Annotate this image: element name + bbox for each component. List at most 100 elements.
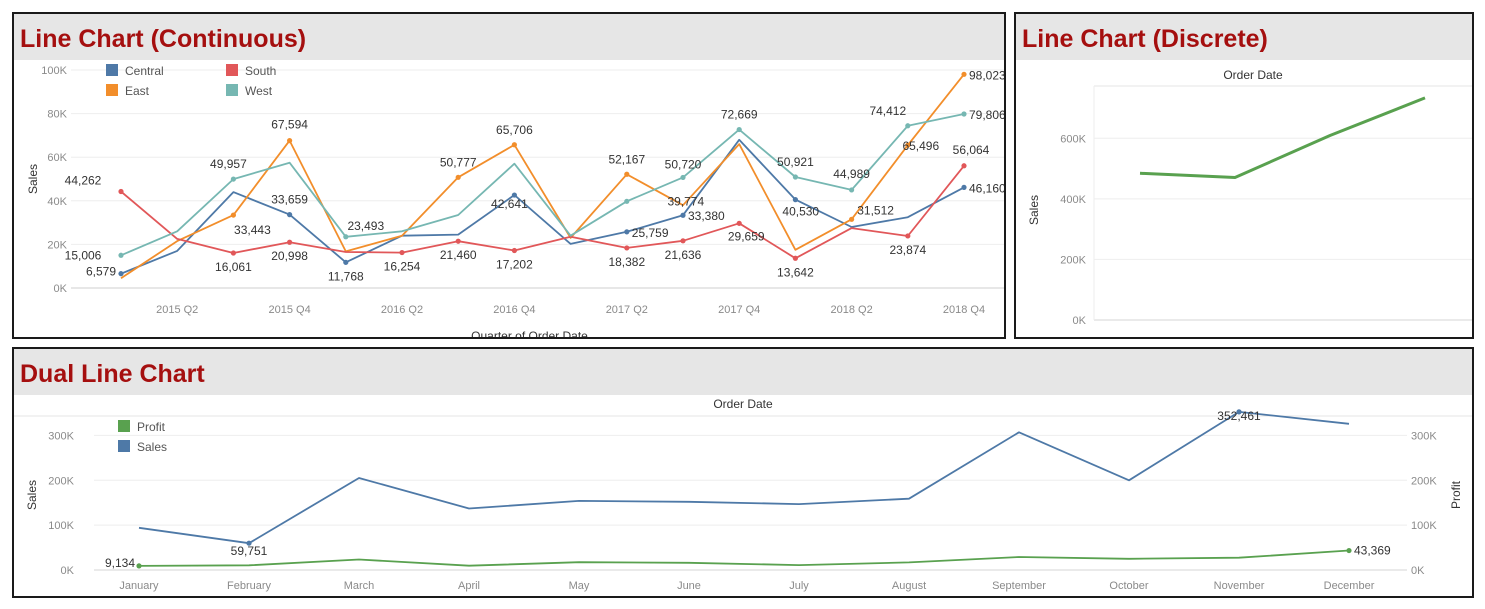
y-tick-label: 300K	[48, 430, 74, 442]
panel-discrete: Line Chart (Discrete) Order Date 0K 200K 40…	[1014, 12, 1474, 339]
data-label: 18,382	[608, 255, 645, 269]
y-tick-label: 40K	[47, 196, 67, 208]
data-point	[624, 229, 630, 235]
x-tick-label: July	[789, 580, 809, 592]
legend-swatch-central	[106, 64, 118, 76]
data-label: 21,636	[665, 248, 702, 262]
panel-title-discrete: Line Chart (Discrete)	[1016, 14, 1472, 60]
data-label: 9,134	[105, 556, 135, 570]
legend-swatch-east	[106, 84, 118, 96]
y-tick-label: 600K	[1060, 133, 1086, 145]
data-label: 44,989	[833, 167, 870, 181]
data-label: 16,254	[384, 260, 421, 274]
series-line-profit	[138, 549, 1350, 567]
data-point	[736, 220, 742, 226]
data-label: 72,669	[721, 108, 758, 122]
data-point	[736, 126, 742, 133]
panel-title-dual: Dual Line Chart	[14, 349, 1472, 395]
data-point	[230, 176, 236, 182]
y-tick-label: 100K	[48, 520, 74, 532]
data-point	[961, 184, 967, 190]
data-point	[905, 123, 911, 129]
y-tick-label: 0K	[54, 283, 68, 295]
data-label: 46,160	[969, 181, 1004, 195]
data-label: 33,443	[234, 223, 271, 237]
data-label: 21,460	[440, 248, 477, 262]
data-label: 98,023	[969, 68, 1004, 82]
data-point	[849, 216, 855, 222]
data-label: 15,006	[65, 248, 102, 262]
x-tick-label: 2018 Q4	[943, 304, 985, 316]
continuous-line-chart[interactable]: 0K 20K 40K 60K 80K 100K 2015 Q2 2015 Q4 2016 Q2 2…	[14, 60, 1004, 337]
series-line-south	[120, 165, 965, 260]
data-point	[230, 212, 236, 218]
data-point	[624, 198, 630, 204]
legend-swatch-west	[226, 84, 238, 96]
y2-tick-label: 300K	[1411, 430, 1437, 442]
data-label: 17,202	[496, 257, 533, 271]
series-line-east	[120, 73, 965, 279]
y-axis-title: Sales	[1027, 195, 1041, 225]
data-point	[680, 174, 686, 181]
y-tick-label: 0K	[61, 565, 75, 577]
dual-line-chart[interactable]: Order Date 0K 0K 100K 100K 200K 200K 300K 300K Ja…	[14, 395, 1472, 596]
data-label: 42,641	[491, 197, 528, 211]
x-tick-label: April	[458, 580, 480, 592]
series-line-sales	[1139, 96, 1426, 179]
data-label: 65,496	[902, 139, 939, 153]
data-point	[905, 233, 911, 239]
x-tick-label: June	[677, 580, 701, 592]
y-tick-label: 60K	[47, 152, 67, 164]
data-label: 33,659	[271, 193, 308, 207]
data-point	[118, 188, 124, 195]
panel-dual: Dual Line Chart Order Date 0K 0K 100K 100K 20…	[12, 347, 1474, 598]
data-label: 6,579	[86, 265, 116, 279]
x-axis-title: Quarter of Order Date	[471, 329, 588, 337]
y-tick-label: 80K	[47, 109, 67, 121]
y-axis-title: Sales	[25, 480, 39, 510]
data-label: 50,720	[665, 157, 702, 171]
data-point	[1236, 409, 1242, 415]
x-tick-label: February	[227, 580, 272, 592]
data-label: 50,777	[440, 155, 477, 169]
y-axis-title: Sales	[26, 164, 40, 194]
data-label: 23,874	[889, 243, 926, 257]
data-label: 65,706	[496, 123, 533, 137]
x-tick-label: October	[1109, 580, 1148, 592]
data-point	[792, 197, 799, 203]
y-tick-label: 200K	[48, 475, 74, 487]
x-tick-label: November	[1214, 580, 1265, 592]
y-tick-label: 400K	[1060, 194, 1086, 206]
x-tick-label: September	[992, 580, 1046, 592]
data-label: 33,380	[688, 209, 725, 223]
x-tick-label: 2016 Q4	[493, 304, 535, 316]
data-point	[399, 249, 405, 256]
data-point	[511, 247, 517, 254]
data-label: 25,759	[632, 226, 669, 240]
y-tick-label: 20K	[47, 239, 67, 251]
data-point	[792, 174, 799, 180]
series-line-central	[120, 138, 965, 275]
data-point	[792, 255, 799, 261]
data-point	[680, 212, 686, 218]
data-label: 29,659	[728, 229, 765, 243]
y-tick-label: 0K	[1073, 315, 1087, 327]
y2-tick-label: 200K	[1411, 475, 1437, 487]
data-point	[961, 163, 967, 169]
panel-title-continuous: Line Chart (Continuous)	[14, 14, 1004, 60]
y-tick-label: 200K	[1060, 254, 1086, 266]
data-point	[961, 111, 967, 117]
discrete-line-chart[interactable]: Order Date0K200K400K600K2015201620172018…	[1016, 60, 1472, 337]
x-tick-label: August	[892, 580, 926, 592]
data-label: 43,369	[1354, 544, 1391, 558]
data-point	[118, 252, 124, 258]
legend-label-east: East	[125, 84, 150, 98]
data-label: 59,751	[231, 544, 268, 558]
legend-swatch-sales	[118, 440, 130, 452]
data-point	[680, 238, 686, 244]
x-tick-label: 2016 Q2	[381, 304, 423, 316]
data-point	[287, 138, 293, 144]
data-point	[118, 271, 124, 277]
x-tick-label: January	[119, 580, 159, 592]
x-tick-label: March	[344, 580, 375, 592]
